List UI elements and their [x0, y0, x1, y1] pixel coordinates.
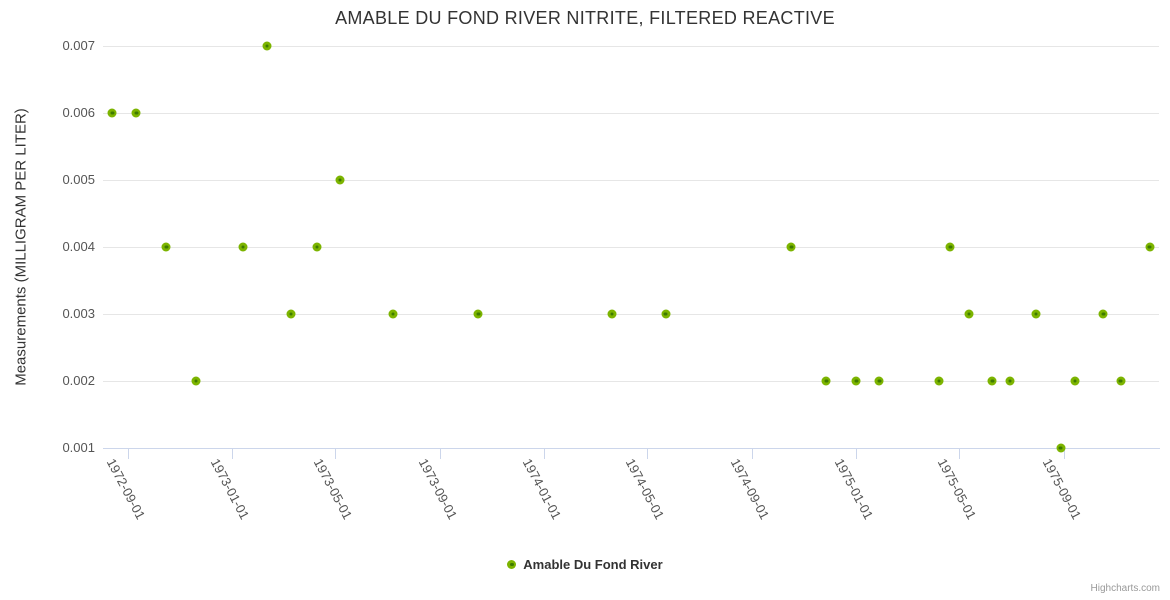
x-tick-mark [958, 449, 960, 459]
data-point-core [1147, 245, 1152, 249]
data-point-core [1073, 379, 1077, 383]
gridline [103, 112, 1159, 114]
data-point[interactable] [1031, 309, 1041, 319]
data-point-core [391, 312, 395, 316]
y-tick-label: 0.002 [62, 373, 95, 388]
data-point-core [1034, 312, 1038, 316]
data-point[interactable] [286, 309, 296, 319]
data-point-core [1101, 312, 1106, 316]
y-tick-label: 0.007 [62, 38, 95, 53]
x-tick-label: 1975-05-01 [934, 456, 980, 522]
data-point[interactable] [934, 376, 944, 386]
data-point[interactable] [238, 242, 248, 252]
y-tick-label: 0.003 [62, 306, 95, 321]
x-axis-line [103, 448, 1160, 449]
data-point-core [967, 312, 971, 316]
data-point-core [265, 44, 269, 48]
data-point[interactable] [107, 108, 117, 118]
data-point[interactable] [964, 309, 974, 319]
data-point[interactable] [987, 376, 997, 386]
data-point[interactable] [1005, 376, 1015, 386]
data-point-core [610, 312, 614, 316]
data-point-core [948, 245, 953, 249]
data-point-core [937, 379, 941, 383]
x-tick-label: 1972-09-01 [103, 456, 149, 522]
data-point[interactable] [191, 376, 201, 386]
data-point[interactable] [1098, 309, 1108, 319]
legend: Amable Du Fond River [0, 557, 1170, 572]
x-tick-label: 1974-01-01 [519, 456, 565, 522]
y-tick-label: 0.005 [62, 172, 95, 187]
legend-marker-icon [507, 560, 517, 569]
highcharts-credits-link[interactable]: Highcharts.com [1090, 583, 1160, 594]
data-point[interactable] [661, 309, 671, 319]
data-point[interactable] [1145, 242, 1155, 252]
data-point[interactable] [1116, 376, 1126, 386]
data-point[interactable] [473, 309, 483, 319]
data-point[interactable] [874, 376, 884, 386]
data-point[interactable] [262, 41, 272, 51]
data-point-core [1058, 446, 1063, 450]
x-tick-label: 1975-09-01 [1039, 456, 1085, 522]
gridline [103, 179, 1159, 181]
legend-marker-core [510, 562, 514, 567]
data-point[interactable] [335, 175, 345, 185]
x-tick-label: 1974-09-01 [727, 456, 773, 522]
x-tick-mark [646, 449, 648, 459]
data-point-core [854, 379, 859, 383]
data-point-core [824, 379, 829, 383]
y-tick-label: 0.006 [62, 105, 95, 120]
x-tick-mark [127, 449, 129, 459]
data-point[interactable] [851, 376, 861, 386]
x-tick-mark [232, 449, 234, 459]
data-point-core [194, 379, 198, 383]
data-point-core [241, 245, 245, 249]
x-tick-label: 1973-01-01 [207, 456, 253, 522]
x-tick-label: 1973-09-01 [415, 456, 461, 522]
x-tick-mark [544, 449, 546, 459]
gridline [103, 313, 1159, 315]
data-point-core [789, 245, 794, 249]
data-point-core [990, 379, 994, 383]
x-tick-mark [439, 449, 441, 459]
data-point-core [1008, 379, 1012, 383]
gridline [103, 246, 1159, 248]
x-tick-mark [856, 449, 858, 459]
data-point-core [338, 178, 342, 182]
data-point[interactable] [1070, 376, 1080, 386]
y-tick-label: 0.001 [62, 440, 95, 455]
data-point[interactable] [786, 242, 796, 252]
x-tick-mark [1064, 449, 1066, 459]
x-tick-label: 1974-05-01 [622, 456, 668, 522]
data-point[interactable] [945, 242, 955, 252]
legend-label: Amable Du Fond River [523, 557, 663, 572]
x-tick-label: 1975-01-01 [832, 456, 877, 522]
gridline [103, 380, 1159, 382]
data-point-core [289, 312, 293, 316]
chart-title: AMABLE DU FOND RIVER NITRITE, FILTERED R… [335, 8, 835, 28]
data-point-core [315, 245, 319, 249]
data-point[interactable] [1056, 443, 1066, 453]
data-point-core [663, 312, 668, 316]
data-point-core [110, 111, 115, 115]
data-point[interactable] [161, 242, 171, 252]
data-point-core [164, 245, 169, 249]
data-point-core [476, 312, 481, 316]
x-tick-label: 1973-05-01 [310, 456, 355, 522]
x-tick-mark [751, 449, 753, 459]
data-point[interactable] [312, 242, 322, 252]
data-point[interactable] [607, 309, 617, 319]
legend-item-amable-du-fond-river[interactable]: Amable Du Fond River [507, 557, 663, 572]
data-point-core [1118, 379, 1123, 383]
gridline [103, 45, 1159, 47]
y-tick-label: 0.004 [62, 239, 95, 254]
data-point[interactable] [821, 376, 831, 386]
x-tick-mark [334, 449, 336, 459]
data-point[interactable] [131, 108, 141, 118]
data-point-core [877, 379, 882, 383]
data-point-core [134, 111, 139, 115]
data-point[interactable] [388, 309, 398, 319]
